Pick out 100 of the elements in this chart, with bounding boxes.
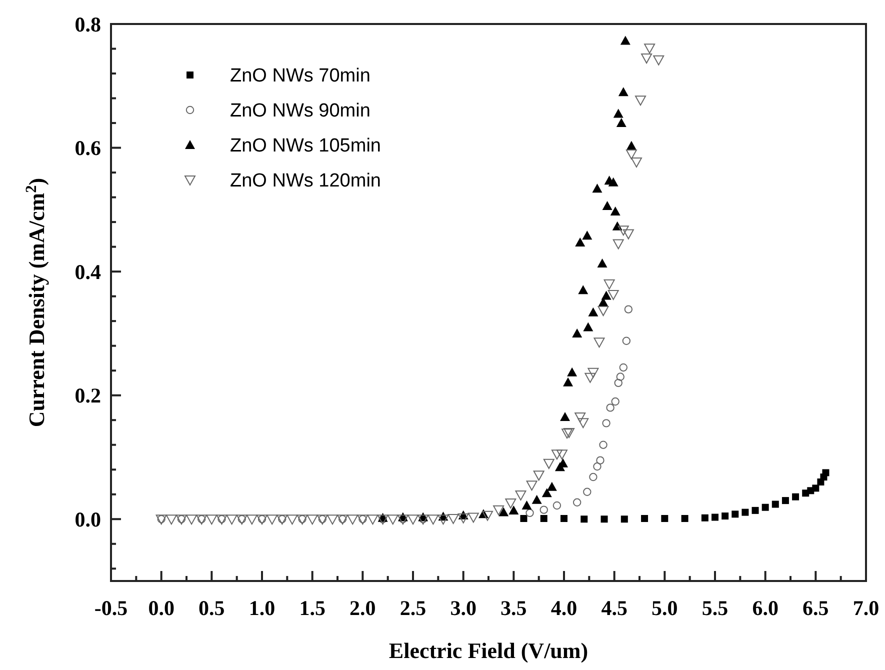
x-tick-label: 3.5: [500, 596, 527, 620]
point: [408, 514, 418, 525]
point: [661, 514, 668, 522]
x-tick-label: 2.5: [400, 596, 426, 620]
point: [588, 368, 599, 378]
point: [347, 514, 358, 525]
point: [681, 514, 688, 522]
point: [515, 490, 526, 500]
point: [610, 206, 620, 216]
point: [552, 501, 562, 510]
legend-label: ZnO NWs 70min: [230, 66, 370, 87]
point: [522, 500, 532, 510]
point: [600, 516, 608, 523]
point: [701, 514, 708, 522]
x-tick-label: 4.5: [601, 596, 628, 620]
y-tick-label: 0.0: [74, 507, 101, 532]
point: [597, 258, 608, 268]
point: [563, 377, 574, 386]
point: [782, 497, 789, 504]
x-tick-label: 5.0: [652, 596, 678, 620]
point: [387, 514, 398, 525]
point: [592, 184, 602, 193]
point: [532, 494, 542, 504]
point: [752, 506, 759, 514]
x-tick-label: 2.0: [350, 596, 376, 620]
point: [493, 505, 504, 516]
point: [578, 285, 588, 294]
point: [367, 514, 378, 525]
point: [448, 514, 459, 524]
y-tick-label: 0.8: [74, 12, 101, 36]
point: [575, 237, 586, 246]
x-tick-label: 7.0: [852, 596, 880, 620]
point: [612, 239, 624, 250]
point: [286, 514, 298, 525]
point: [326, 514, 338, 525]
point: [556, 450, 568, 460]
x-tick-label: 6.5: [802, 596, 829, 620]
point: [624, 305, 633, 314]
point: [166, 514, 177, 525]
x-tick-label: 0.5: [198, 596, 225, 620]
point: [206, 514, 218, 525]
point: [583, 322, 594, 332]
point: [641, 514, 648, 522]
point: [762, 504, 769, 511]
point: [438, 514, 449, 525]
point: [641, 54, 652, 64]
point: [618, 87, 628, 96]
point: [580, 516, 588, 523]
point: [306, 514, 318, 525]
y-tick-label: 0.4: [74, 260, 102, 284]
point: [567, 367, 578, 376]
legend-label: ZnO NWs 105min: [230, 136, 381, 157]
point: [526, 508, 534, 518]
point: [614, 378, 622, 388]
x-axis-title: Electric Field (V/um): [388, 638, 588, 663]
point: [742, 508, 749, 516]
point: [635, 96, 646, 106]
point: [812, 484, 820, 492]
point: [246, 514, 258, 525]
point: [619, 363, 628, 372]
x-tick-label: 1.5: [299, 596, 326, 620]
y-tick-label: 0.6: [74, 136, 101, 160]
point: [822, 469, 830, 476]
point: [593, 462, 602, 471]
point: [599, 440, 608, 449]
point: [584, 372, 596, 383]
point: [616, 372, 624, 381]
point: [620, 36, 630, 45]
point: [611, 397, 620, 406]
point: [598, 306, 609, 316]
point: [543, 458, 554, 469]
point: [604, 279, 615, 290]
point: [722, 512, 729, 520]
point: [602, 419, 610, 428]
point: [608, 290, 619, 300]
point: [608, 177, 618, 186]
point: [613, 108, 624, 118]
x-tick-label: 3.0: [450, 596, 476, 620]
point: [644, 44, 656, 54]
x-tick-label: 4.0: [550, 596, 578, 620]
x-tick-label: -0.5: [94, 596, 128, 620]
point: [626, 149, 637, 160]
point: [602, 200, 612, 210]
point: [616, 118, 626, 128]
point: [622, 336, 631, 345]
point: [498, 507, 509, 516]
point: [526, 480, 538, 491]
point: [572, 328, 582, 338]
legend-label: ZnO NWs 120min: [230, 170, 381, 192]
point: [630, 158, 642, 168]
point: [468, 512, 479, 523]
point: [578, 418, 589, 428]
point: [508, 505, 519, 514]
point: [428, 514, 439, 525]
point: [533, 470, 544, 481]
point: [792, 493, 800, 500]
point: [266, 514, 278, 525]
point: [546, 482, 557, 491]
point: [712, 514, 718, 521]
point: [482, 510, 493, 521]
